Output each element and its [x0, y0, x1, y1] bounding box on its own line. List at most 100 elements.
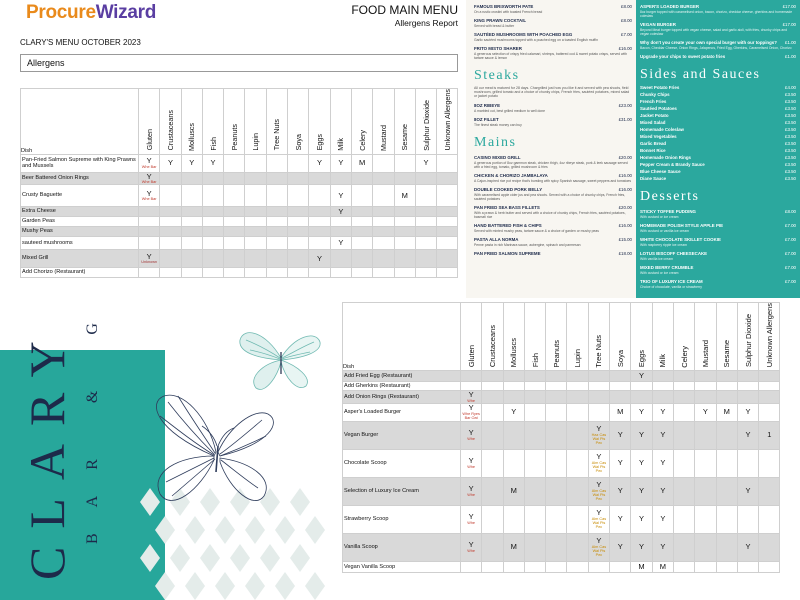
allergen-cell	[436, 171, 459, 186]
table-row: sauteed mushrooms Y	[20, 236, 459, 251]
allergen-cell	[758, 504, 781, 534]
allergen-cell	[223, 171, 246, 186]
table-row: Asper's Loaded Burger Y Whe Ryes Bar Oat Y M…	[342, 402, 781, 422]
allergen-header-celery: Celery	[350, 88, 374, 155]
allergen-mark: M	[723, 407, 730, 417]
side-item-price: £3.50	[785, 134, 796, 139]
menu-item-name: HOMEMADE POLISH STYLE APPLE PIE	[640, 223, 724, 228]
allergen-cell	[372, 216, 395, 228]
menu-item-name: Why don't you create your own special bu…	[640, 40, 777, 45]
table-row: Garden Peas	[20, 216, 459, 228]
allergen-cell: Y Whe	[459, 476, 483, 506]
side-item-price: £3.50	[785, 155, 796, 160]
allergen-cell	[329, 267, 352, 279]
allergen-cell	[715, 504, 738, 534]
mains-heading: Mains	[474, 134, 517, 150]
allergen-cell: Y Whe	[459, 504, 483, 534]
menu-item: Upgrade your chips to sweet potato fries…	[640, 54, 796, 59]
allergen-cell	[609, 390, 632, 404]
allergen-cell	[244, 236, 267, 251]
menu-item-name-row: MIXED BERRY CRUMBLE £7.00	[640, 265, 796, 270]
allergen-cell	[694, 560, 717, 573]
allergen-cell	[159, 171, 182, 186]
allergen-cell	[459, 560, 483, 573]
allergen-header-unknown-allergens: Unknown Allergens	[758, 301, 781, 372]
allergen-cell	[672, 381, 696, 392]
allergen-cell	[715, 448, 738, 478]
allergen-cell	[223, 153, 246, 173]
allergen-cell	[715, 476, 738, 506]
allergen-cell	[244, 267, 267, 279]
side-item: Bonnet Rice £3.50	[640, 148, 796, 153]
allergen-header-label: Milk	[658, 353, 668, 368]
menu-item-price: £7.00	[785, 265, 796, 270]
allergen-cell	[459, 370, 483, 383]
menu-item-name: MIXED BERRY CRUMBLE	[640, 265, 694, 270]
allergen-cell	[287, 171, 310, 186]
allergen-header-label: Peanuts	[229, 124, 239, 151]
allergen-cell	[672, 560, 696, 573]
menu-item-name: SAUTÉED MUSHROOMS WITH POACHED EGG	[474, 32, 573, 37]
allergen-cell	[630, 390, 653, 404]
allergen-mark: Y	[639, 430, 645, 440]
allergen-cell	[523, 532, 547, 562]
allergen-cell	[265, 206, 289, 218]
allergen-cell	[545, 381, 568, 392]
menu-item: STICKY TOFFEE PUDDING £8.00 With custard o…	[640, 209, 796, 219]
sides-list: Sweet Potato Fries £4.00 Chunky Chips £3.50…	[640, 85, 796, 181]
allergen-cell	[481, 420, 504, 450]
side-item: Mixed Salad £3.50	[640, 120, 796, 125]
allergen-cell: M	[651, 560, 674, 573]
menu-item-name-row: Upgrade your chips to sweet potato fries…	[640, 54, 796, 59]
table-row: Beer Battered Onion Rings Y Whe Bar	[20, 171, 459, 186]
allergen-mark: Y	[423, 158, 429, 168]
allergen-cell	[180, 249, 203, 269]
allergen-cell: Y	[609, 448, 632, 478]
menu-item-name-row: CASINO MIXED GRILL £20.00	[474, 155, 632, 160]
allergen-subtype-note: Alm Cas Wal Pis Pec	[591, 544, 607, 557]
allergen-cell	[223, 267, 246, 279]
allergen-cell	[329, 249, 352, 269]
allergen-cell	[545, 448, 568, 478]
allergen-mark: Y	[596, 424, 602, 434]
menu-item-price: £7.00	[621, 32, 632, 37]
menu-item-price: £7.00	[785, 279, 796, 284]
dish-name: Selection of Luxury Ice Cream	[342, 476, 461, 506]
allergens-filter-box[interactable]: Allergens	[20, 54, 458, 72]
allergen-mark: Y	[146, 172, 152, 181]
allergen-cell	[736, 381, 760, 392]
allergen-cell: Y Whe	[459, 532, 483, 562]
allergen-cell: Y	[651, 476, 674, 506]
dish-name: Add Fried Egg (Restaurant)	[342, 370, 461, 383]
allergen-mark: Y	[702, 407, 708, 417]
menu-item-price: £18.00	[618, 250, 632, 256]
allergen-cell: Y	[630, 420, 653, 450]
allergen-cell	[545, 402, 568, 422]
allergen-mark: Y	[167, 158, 173, 168]
allergen-cell	[672, 532, 696, 562]
side-item: Mixed Vegetables £3.50	[640, 134, 796, 139]
allergen-subtype-note: Whe	[467, 520, 476, 525]
allergen-cell	[694, 532, 717, 562]
allergen-cell	[372, 206, 395, 218]
allergen-header-molluscs: Molluscs	[502, 301, 525, 372]
allergen-cell	[672, 402, 696, 422]
dish-column-header: Dish	[342, 301, 461, 372]
menu-item-name: 8OZ FILLET	[474, 116, 499, 122]
menu-item-description: A marbled cut, best grilled medium to we…	[474, 108, 546, 113]
allergen-cell	[393, 236, 416, 251]
table-row: Extra Cheese Y	[20, 206, 459, 218]
dish-name: Mushy Peas	[20, 226, 139, 238]
menu-item: MIXED BERRY CRUMBLE £7.00 With custard or …	[640, 265, 796, 275]
allergen-subtype-note: Whe	[467, 464, 476, 469]
side-item-price: £3.50	[785, 113, 796, 118]
allergen-cell	[223, 226, 246, 238]
allergen-cell	[308, 206, 331, 218]
allergen-header-soya: Soya	[609, 301, 632, 372]
allergen-mark: M	[401, 190, 408, 200]
allergen-cell	[758, 560, 781, 573]
table-row: Vanilla Scoop Y Whe M Y Alm Cas Wal Pis Pec Y Y…	[342, 532, 781, 562]
steaks-note: All our meat is matured for 28 days. Cha…	[474, 86, 630, 99]
allergen-header-sulphur-dioxide: Sulphur Dioxide	[414, 88, 438, 155]
burgers-list: ASPER'S LOADED BURGER £17.00 8oz burger to…	[640, 4, 796, 59]
